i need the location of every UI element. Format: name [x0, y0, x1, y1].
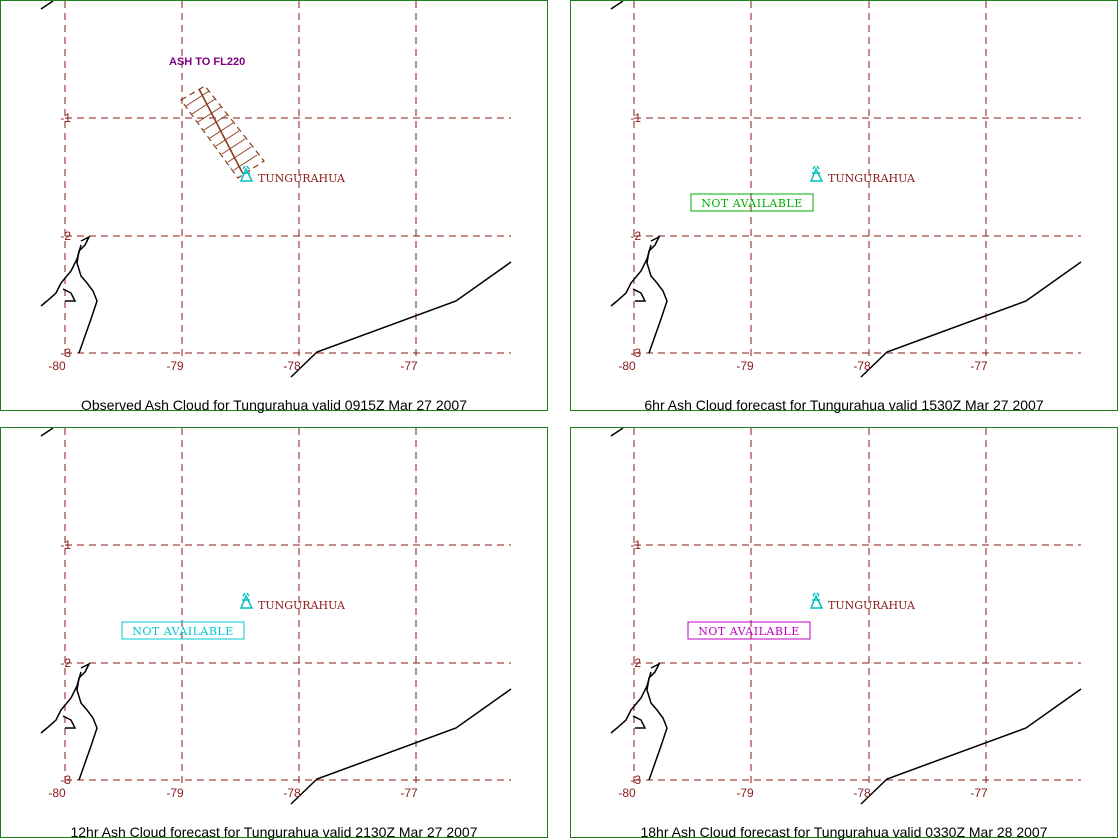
lat-label-2: -2: [630, 656, 641, 670]
graticule: [64, 1, 511, 361]
map-canvas: -1 -2 -3 -80 -79 -78 -77 TUNGURAHUA NOT …: [40, 428, 512, 805]
ash-cloud: ASH TO FL220: [169, 56, 265, 179]
lon-label-77: -77: [400, 359, 418, 373]
lon-label-80: -80: [48, 786, 66, 800]
volcano-icon: [809, 592, 824, 609]
lat-label-2: -2: [60, 656, 71, 670]
lat-label-3: -3: [60, 773, 71, 787]
lat-label-1: -1: [630, 538, 641, 552]
not-available-box: NOT AVAILABLE: [121, 621, 245, 640]
volcano-icon: [239, 592, 254, 609]
map-panel-6hr: -1 -2 -3 -80 -79 -78 -77 TUNGURAHUA NOT …: [570, 0, 1118, 413]
volcano-icon: [809, 165, 824, 182]
coastline: [610, 428, 1082, 805]
coastline: [40, 1, 512, 378]
not-available-text: NOT AVAILABLE: [698, 625, 800, 638]
map-panel-18hr: -1 -2 -3 -80 -79 -78 -77 TUNGURAHUA NOT …: [570, 427, 1118, 840]
lon-label-78: -78: [853, 359, 871, 373]
lon-label-80: -80: [618, 359, 636, 373]
lat-label-3: -3: [630, 773, 641, 787]
volcano-label: TUNGURAHUA: [828, 599, 916, 612]
map-canvas: -1 -2 -3 -80 -79 -78 -77 ASH: [40, 1, 512, 378]
volcano-label: TUNGURAHUA: [258, 599, 346, 612]
latitude-labels: -1 -2 -3: [630, 111, 641, 360]
longitude-labels: -80 -79 -78 -77: [618, 359, 988, 373]
longitude-labels: -80 -79 -78 -77: [618, 786, 988, 800]
graticule: [633, 1, 1081, 361]
not-available-text: NOT AVAILABLE: [701, 197, 803, 210]
lat-label-1: -1: [630, 111, 641, 125]
map-panel-12hr: -1 -2 -3 -80 -79 -78 -77 TUNGURAHUA NOT …: [0, 427, 548, 840]
panel-caption: Observed Ash Cloud for Tungurahua valid …: [80, 397, 468, 413]
ash-cloud-label: ASH TO FL220: [169, 56, 245, 68]
lon-label-79: -79: [736, 359, 754, 373]
lon-label-80: -80: [618, 786, 636, 800]
lat-label-1: -1: [60, 538, 71, 552]
lon-label-77: -77: [970, 786, 988, 800]
longitude-labels: -80 -79 -78 -77: [48, 786, 418, 800]
graticule: [633, 428, 1081, 788]
map-canvas: -1 -2 -3 -80 -79 -78 -77 TUNGURAHUA NOT …: [610, 1, 1082, 378]
lat-label-1: -1: [60, 111, 71, 125]
lon-label-79: -79: [166, 786, 184, 800]
coastline: [610, 1, 1082, 378]
lon-label-78: -78: [283, 786, 301, 800]
lat-label-3: -3: [60, 346, 71, 360]
map-panel-observed: -1 -2 -3 -80 -79 -78 -77 ASH: [0, 0, 548, 413]
latitude-labels: -1 -2 -3: [60, 111, 71, 360]
volcano-label: TUNGURAHUA: [258, 172, 346, 185]
coastline: [40, 428, 512, 805]
lat-label-2: -2: [60, 229, 71, 243]
lon-label-79: -79: [736, 786, 754, 800]
not-available-text: NOT AVAILABLE: [132, 625, 234, 638]
not-available-box: NOT AVAILABLE: [690, 193, 814, 212]
volcano-label: TUNGURAHUA: [828, 172, 916, 185]
lon-label-80: -80: [48, 359, 66, 373]
not-available-box: NOT AVAILABLE: [687, 621, 811, 640]
lat-label-2: -2: [630, 229, 641, 243]
lon-label-77: -77: [970, 359, 988, 373]
lat-label-3: -3: [630, 346, 641, 360]
lon-label-78: -78: [283, 359, 301, 373]
lon-label-77: -77: [400, 786, 418, 800]
panel-caption: 12hr Ash Cloud forecast for Tungurahua v…: [70, 824, 478, 840]
longitude-labels: -80 -79 -78 -77: [48, 359, 418, 373]
panel-caption: 18hr Ash Cloud forecast for Tungurahua v…: [640, 824, 1048, 840]
lon-label-78: -78: [853, 786, 871, 800]
volcano-icon: [239, 165, 254, 182]
latitude-labels: -1 -2 -3: [630, 538, 641, 787]
latitude-labels: -1 -2 -3: [60, 538, 71, 787]
map-canvas: -1 -2 -3 -80 -79 -78 -77 TUNGURAHUA NOT …: [610, 428, 1082, 805]
panel-caption: 6hr Ash Cloud forecast for Tungurahua va…: [644, 397, 1044, 413]
lon-label-79: -79: [166, 359, 184, 373]
